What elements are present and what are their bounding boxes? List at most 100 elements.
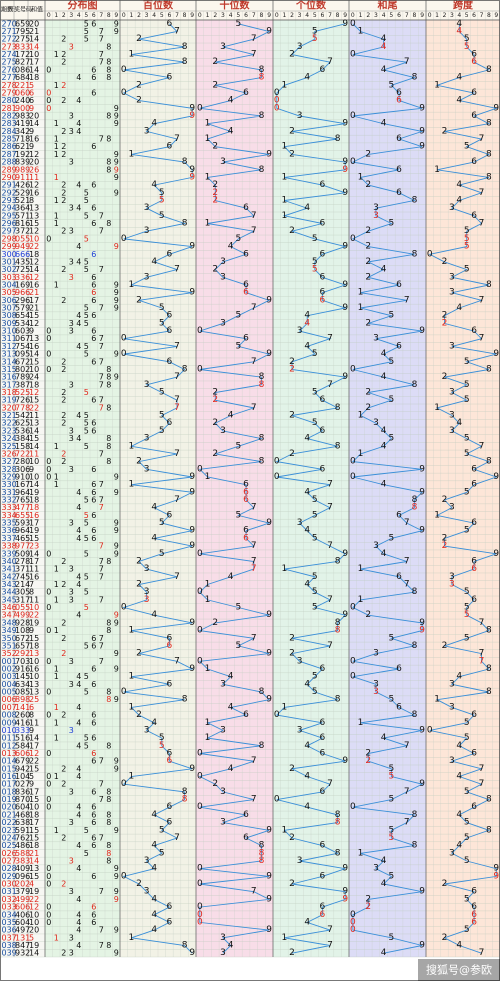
distribution-digit: 5 xyxy=(84,304,89,313)
distribution-digit: 0 xyxy=(46,96,51,105)
period-cell: 036 xyxy=(2,926,17,935)
distribution-digit: 2 xyxy=(61,365,66,374)
distribution-digit: 9 xyxy=(114,150,119,159)
sum-tail-point: 9 xyxy=(419,779,425,789)
draw-number-cell: 172 xyxy=(15,50,30,59)
sum-cell: 14 xyxy=(29,480,39,489)
header-digit-4-3: 3 xyxy=(374,12,378,19)
distribution-digit: 9 xyxy=(114,519,119,528)
distribution-digit: 9 xyxy=(114,542,119,551)
distribution-digit: 0 xyxy=(46,334,51,343)
span-point: 5 xyxy=(464,818,470,828)
units-point: 6 xyxy=(320,395,326,405)
draw-number-cell: 131 xyxy=(15,933,30,942)
draw-number-cell: 666 xyxy=(15,250,30,259)
tens-point: 8 xyxy=(259,65,265,75)
sum-tail-point: 7 xyxy=(404,518,410,528)
distribution-digit: 3 xyxy=(69,426,74,435)
tens-point: 4 xyxy=(228,242,234,252)
units-point: 6 xyxy=(320,464,326,474)
tens-point: 1 xyxy=(205,733,211,743)
sum-cell: 4 xyxy=(29,880,34,889)
period-cell: 282 xyxy=(2,112,17,121)
draw-number-cell: 684 xyxy=(15,73,30,82)
header-section-1: 百位数 xyxy=(143,0,174,12)
draw-number-cell: 202 xyxy=(15,880,30,889)
span-point: 8 xyxy=(486,149,492,159)
sum-cell: 15 xyxy=(29,357,39,366)
tens-point: 8 xyxy=(259,741,265,751)
tens-point: 2 xyxy=(212,449,218,459)
draw-number-cell: 167 xyxy=(15,480,30,489)
header-digit-0-5: 5 xyxy=(84,12,88,19)
sum-tail-point: 4 xyxy=(381,349,387,359)
distribution-digit: 5 xyxy=(84,188,89,197)
distribution-digit: 1 xyxy=(54,664,59,673)
span-point: 4 xyxy=(456,772,462,782)
distribution-digit: 9 xyxy=(114,757,119,766)
period-cell: 007 xyxy=(2,703,17,712)
hundreds-point: 9 xyxy=(189,618,195,628)
sum-tail-point: 1 xyxy=(358,449,364,459)
sum-tail-point: 0 xyxy=(350,925,356,935)
tens-point: 9 xyxy=(266,695,272,705)
distribution-digit: 4 xyxy=(76,73,81,82)
distribution-digit: 8 xyxy=(106,626,111,635)
sum-cell: 16 xyxy=(29,135,39,144)
sum-tail-point: 2 xyxy=(365,272,371,282)
sum-cell: 18 xyxy=(29,841,39,850)
hundreds-point: 9 xyxy=(189,172,195,182)
sum-cell: 15 xyxy=(29,534,39,543)
tens-point: 9 xyxy=(266,825,272,835)
units-point: 4 xyxy=(304,526,310,536)
span-point: 6 xyxy=(471,88,477,98)
period-cell: 019 xyxy=(2,795,17,804)
period-cell: 314 xyxy=(2,357,17,366)
sum-cell: 6 xyxy=(29,88,34,97)
distribution-digit: 9 xyxy=(114,158,119,167)
tens-point: 9 xyxy=(266,518,272,528)
sum-tail-point: 3 xyxy=(373,203,379,213)
span-point: 5 xyxy=(464,856,470,866)
period-cell: 344 xyxy=(2,588,17,597)
period-cell: 025 xyxy=(2,841,17,850)
period-cell: 024 xyxy=(2,833,17,842)
distribution-digit: 6 xyxy=(91,65,96,74)
header-digit-5-0: 0 xyxy=(428,12,432,19)
sum-cell: 13 xyxy=(29,419,39,428)
draw-number-cell: 827 xyxy=(15,58,30,67)
header-digit-3-2: 2 xyxy=(290,12,294,19)
span-point: 8 xyxy=(486,795,492,805)
distribution-digit: 0 xyxy=(46,903,51,912)
span-point: 4 xyxy=(456,810,462,820)
period-cell: 279 xyxy=(2,88,17,97)
header-digit-4-4: 4 xyxy=(382,12,386,19)
header-digit-5-4: 4 xyxy=(457,12,461,19)
period-cell: 275 xyxy=(2,58,17,67)
period-cell: 027 xyxy=(2,856,17,865)
distribution-digit: 5 xyxy=(84,519,89,528)
period-cell: 272 xyxy=(2,35,17,44)
distribution-digit: 9 xyxy=(114,119,119,128)
units-point: 0 xyxy=(274,795,280,805)
sum-tail-point: 8 xyxy=(412,495,418,505)
sum-cell: 18 xyxy=(29,73,39,82)
span-point: 5 xyxy=(464,526,470,536)
units-point: 4 xyxy=(304,203,310,213)
span-point: 3 xyxy=(449,203,455,213)
distribution-digit: 4 xyxy=(76,311,81,320)
sum-tail-point: 5 xyxy=(388,871,394,881)
sum-cell: 22 xyxy=(29,242,39,251)
period-cell: 337 xyxy=(2,534,17,543)
hundreds-point: 7 xyxy=(174,403,180,413)
period-cell: 274 xyxy=(2,50,17,59)
units-point: 9 xyxy=(342,119,348,129)
units-point: 7 xyxy=(327,779,333,789)
distribution-digit: 7 xyxy=(99,357,104,366)
sum-tail-point: 0 xyxy=(350,50,356,60)
sum-tail-point: 0 xyxy=(350,603,356,613)
period-cell: 315 xyxy=(2,365,17,374)
distribution-digit: 1 xyxy=(54,219,59,228)
distribution-digit: 6 xyxy=(91,664,96,673)
distribution-digit: 1 xyxy=(54,135,59,144)
